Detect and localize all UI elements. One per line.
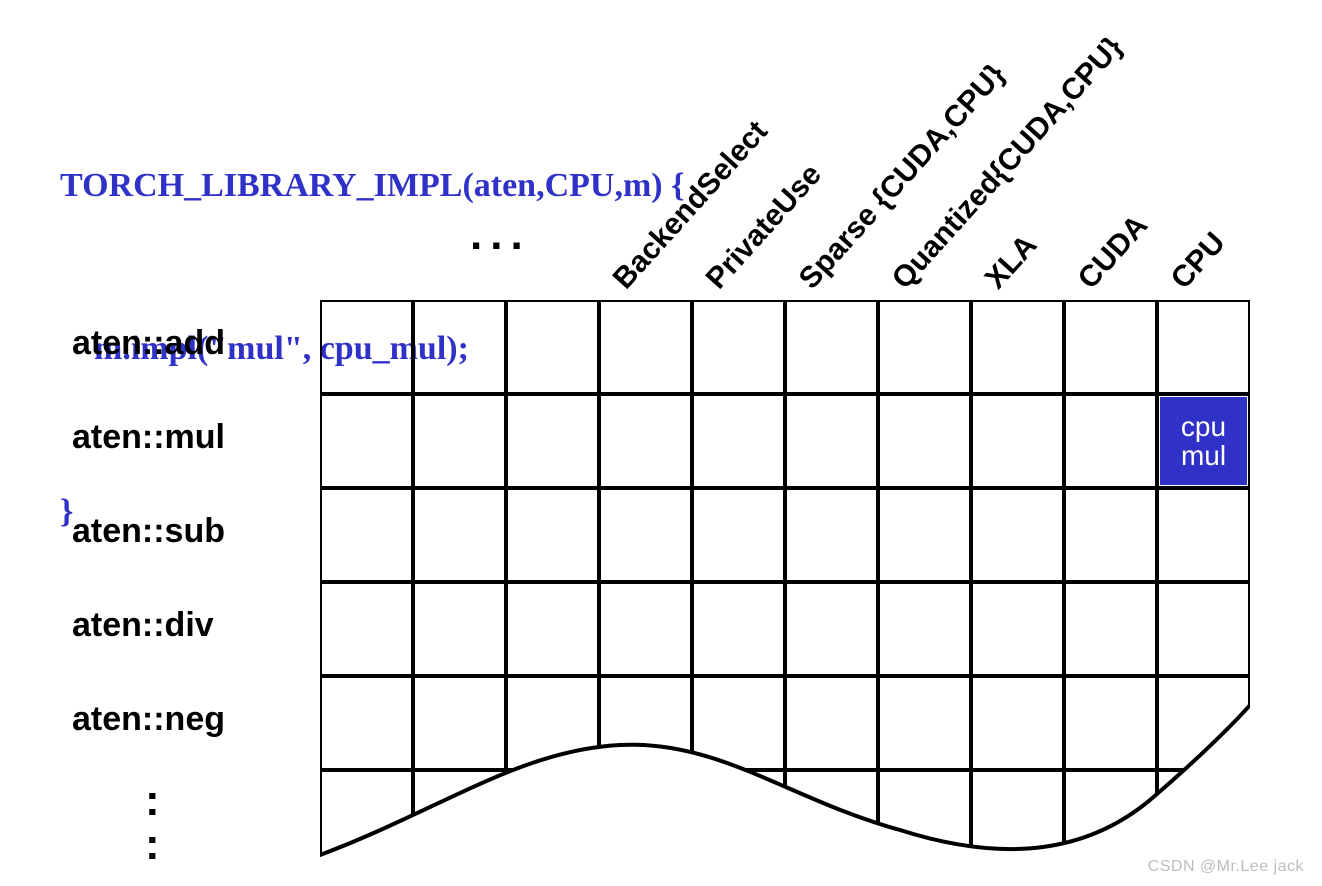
watermark: CSDN @Mr.Lee jack [1148, 858, 1304, 876]
row-label: aten::add [72, 324, 225, 363]
dispatch-grid [320, 300, 1250, 860]
column-header: CPU [1164, 226, 1232, 296]
highlight-line-1: cpu [1181, 412, 1226, 441]
row-label: aten::mul [72, 418, 225, 457]
row-label: aten::neg [72, 700, 225, 739]
highlight-line-2: mul [1181, 441, 1226, 470]
highlight-cell-cpu-mul: cpu mul [1160, 397, 1247, 485]
column-header: CUDA [1071, 209, 1154, 296]
row-label: aten::sub [72, 512, 225, 551]
columns-ellipsis: ... [470, 210, 531, 260]
column-header: XLA [978, 229, 1043, 296]
row-label: aten::div [72, 606, 214, 645]
code-line-1: TORCH_LIBRARY_IMPL(aten,CPU,m) { [60, 159, 685, 213]
diagram-canvas: TORCH_LIBRARY_IMPL(aten,CPU,m) { m.impl(… [0, 0, 1322, 886]
rows-ellipsis: : : [145, 790, 160, 856]
